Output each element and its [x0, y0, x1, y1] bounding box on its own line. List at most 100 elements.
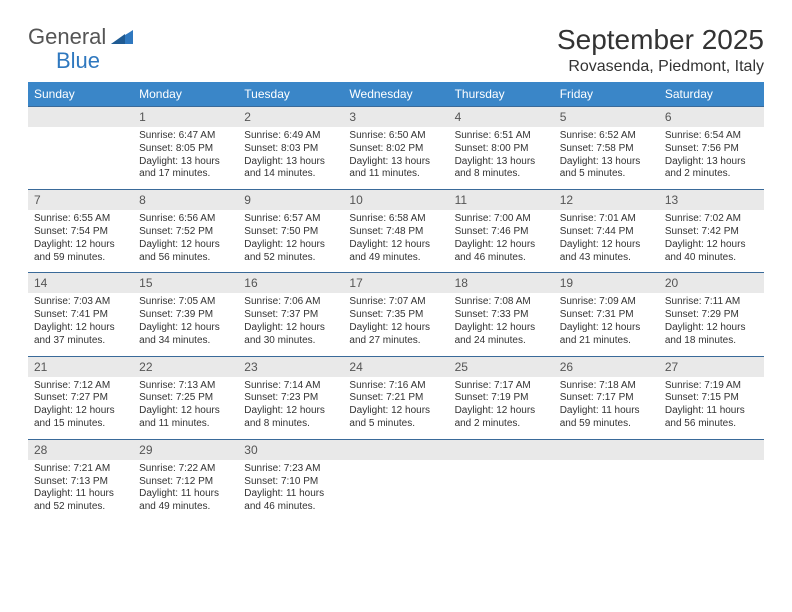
day-cell: Sunrise: 7:16 AMSunset: 7:21 PMDaylight:…: [343, 377, 448, 440]
day-number-cell: 10: [343, 190, 448, 211]
sunrise-line: Sunrise: 7:07 AM: [349, 296, 442, 309]
daylight-line: Daylight: 11 hours and 46 minutes.: [244, 488, 337, 514]
sunset-line: Sunset: 7:33 PM: [455, 309, 548, 322]
daylight-line: Daylight: 12 hours and 52 minutes.: [244, 239, 337, 265]
day-cell: Sunrise: 7:13 AMSunset: 7:25 PMDaylight:…: [133, 377, 238, 440]
day-number-cell: 26: [554, 356, 659, 377]
sunset-line: Sunset: 7:37 PM: [244, 309, 337, 322]
day-cell: [554, 460, 659, 522]
daylight-line: Daylight: 11 hours and 56 minutes.: [665, 405, 758, 431]
day-header: Friday: [554, 82, 659, 107]
day-number-cell: 5: [554, 107, 659, 128]
day-number-cell: 2: [238, 107, 343, 128]
day-number-cell: 4: [449, 107, 554, 128]
day-header-row: SundayMondayTuesdayWednesdayThursdayFrid…: [28, 82, 764, 107]
day-cell: Sunrise: 7:02 AMSunset: 7:42 PMDaylight:…: [659, 210, 764, 273]
daylight-line: Daylight: 12 hours and 43 minutes.: [560, 239, 653, 265]
daylight-line: Daylight: 13 hours and 2 minutes.: [665, 156, 758, 182]
sunrise-line: Sunrise: 6:56 AM: [139, 213, 232, 226]
daylight-line: Daylight: 13 hours and 8 minutes.: [455, 156, 548, 182]
day-number-cell: 17: [343, 273, 448, 294]
day-cell: Sunrise: 6:57 AMSunset: 7:50 PMDaylight:…: [238, 210, 343, 273]
sunrise-line: Sunrise: 7:08 AM: [455, 296, 548, 309]
day-header: Sunday: [28, 82, 133, 107]
sunrise-line: Sunrise: 6:55 AM: [34, 213, 127, 226]
sunset-line: Sunset: 7:23 PM: [244, 392, 337, 405]
day-number-cell: [449, 439, 554, 460]
day-cell: Sunrise: 6:54 AMSunset: 7:56 PMDaylight:…: [659, 127, 764, 190]
sunrise-line: Sunrise: 7:06 AM: [244, 296, 337, 309]
sunset-line: Sunset: 7:27 PM: [34, 392, 127, 405]
sunset-line: Sunset: 7:29 PM: [665, 309, 758, 322]
day-cell: Sunrise: 7:11 AMSunset: 7:29 PMDaylight:…: [659, 293, 764, 356]
daylight-line: Daylight: 12 hours and 46 minutes.: [455, 239, 548, 265]
sunset-line: Sunset: 7:48 PM: [349, 226, 442, 239]
day-number-row: 14151617181920: [28, 273, 764, 294]
sunset-line: Sunset: 7:13 PM: [34, 476, 127, 489]
day-number-cell: 29: [133, 439, 238, 460]
sunset-line: Sunset: 7:54 PM: [34, 226, 127, 239]
day-number-cell: 1: [133, 107, 238, 128]
day-number-cell: 6: [659, 107, 764, 128]
day-header: Wednesday: [343, 82, 448, 107]
day-number-cell: 20: [659, 273, 764, 294]
day-cell: Sunrise: 6:52 AMSunset: 7:58 PMDaylight:…: [554, 127, 659, 190]
sunrise-line: Sunrise: 7:12 AM: [34, 380, 127, 393]
day-cell: Sunrise: 7:19 AMSunset: 7:15 PMDaylight:…: [659, 377, 764, 440]
day-number-cell: [554, 439, 659, 460]
daylight-line: Daylight: 11 hours and 52 minutes.: [34, 488, 127, 514]
day-cell: Sunrise: 7:22 AMSunset: 7:12 PMDaylight:…: [133, 460, 238, 522]
daylight-line: Daylight: 12 hours and 21 minutes.: [560, 322, 653, 348]
day-cell: [343, 460, 448, 522]
day-number-cell: 11: [449, 190, 554, 211]
day-cell: [28, 127, 133, 190]
sunrise-line: Sunrise: 7:13 AM: [139, 380, 232, 393]
daylight-line: Daylight: 12 hours and 37 minutes.: [34, 322, 127, 348]
day-cell: Sunrise: 7:09 AMSunset: 7:31 PMDaylight:…: [554, 293, 659, 356]
daylight-line: Daylight: 12 hours and 8 minutes.: [244, 405, 337, 431]
daylight-line: Daylight: 13 hours and 11 minutes.: [349, 156, 442, 182]
sunrise-line: Sunrise: 6:49 AM: [244, 130, 337, 143]
brand-word-1: General: [28, 24, 106, 50]
sunset-line: Sunset: 7:10 PM: [244, 476, 337, 489]
daylight-line: Daylight: 12 hours and 34 minutes.: [139, 322, 232, 348]
daylight-line: Daylight: 12 hours and 2 minutes.: [455, 405, 548, 431]
day-cell: Sunrise: 6:50 AMSunset: 8:02 PMDaylight:…: [343, 127, 448, 190]
sunset-line: Sunset: 7:12 PM: [139, 476, 232, 489]
sunrise-line: Sunrise: 7:00 AM: [455, 213, 548, 226]
day-number-row: 21222324252627: [28, 356, 764, 377]
day-number-cell: 27: [659, 356, 764, 377]
day-number-cell: 16: [238, 273, 343, 294]
day-number-cell: 14: [28, 273, 133, 294]
day-cell: Sunrise: 7:05 AMSunset: 7:39 PMDaylight:…: [133, 293, 238, 356]
daylight-line: Daylight: 12 hours and 49 minutes.: [349, 239, 442, 265]
sunrise-line: Sunrise: 7:18 AM: [560, 380, 653, 393]
sunrise-line: Sunrise: 7:23 AM: [244, 463, 337, 476]
daylight-line: Daylight: 12 hours and 18 minutes.: [665, 322, 758, 348]
day-cell: Sunrise: 6:58 AMSunset: 7:48 PMDaylight:…: [343, 210, 448, 273]
sunset-line: Sunset: 7:21 PM: [349, 392, 442, 405]
daylight-line: Daylight: 12 hours and 5 minutes.: [349, 405, 442, 431]
day-header: Monday: [133, 82, 238, 107]
day-number-cell: 3: [343, 107, 448, 128]
sunrise-line: Sunrise: 6:58 AM: [349, 213, 442, 226]
day-number-cell: 12: [554, 190, 659, 211]
sunset-line: Sunset: 8:00 PM: [455, 143, 548, 156]
sunset-line: Sunset: 7:50 PM: [244, 226, 337, 239]
month-title: September 2025: [557, 24, 764, 56]
day-cell: Sunrise: 7:17 AMSunset: 7:19 PMDaylight:…: [449, 377, 554, 440]
day-number-cell: 24: [343, 356, 448, 377]
sunrise-line: Sunrise: 7:03 AM: [34, 296, 127, 309]
day-number-cell: [659, 439, 764, 460]
daylight-line: Daylight: 11 hours and 49 minutes.: [139, 488, 232, 514]
sunset-line: Sunset: 7:17 PM: [560, 392, 653, 405]
sunset-line: Sunset: 8:02 PM: [349, 143, 442, 156]
calendar-table: SundayMondayTuesdayWednesdayThursdayFrid…: [28, 82, 764, 522]
brand-logo: General: [28, 24, 117, 50]
day-cell: Sunrise: 7:12 AMSunset: 7:27 PMDaylight:…: [28, 377, 133, 440]
sunrise-line: Sunrise: 6:52 AM: [560, 130, 653, 143]
sunset-line: Sunset: 7:39 PM: [139, 309, 232, 322]
sunrise-line: Sunrise: 7:19 AM: [665, 380, 758, 393]
day-number-cell: 15: [133, 273, 238, 294]
daylight-line: Daylight: 12 hours and 15 minutes.: [34, 405, 127, 431]
